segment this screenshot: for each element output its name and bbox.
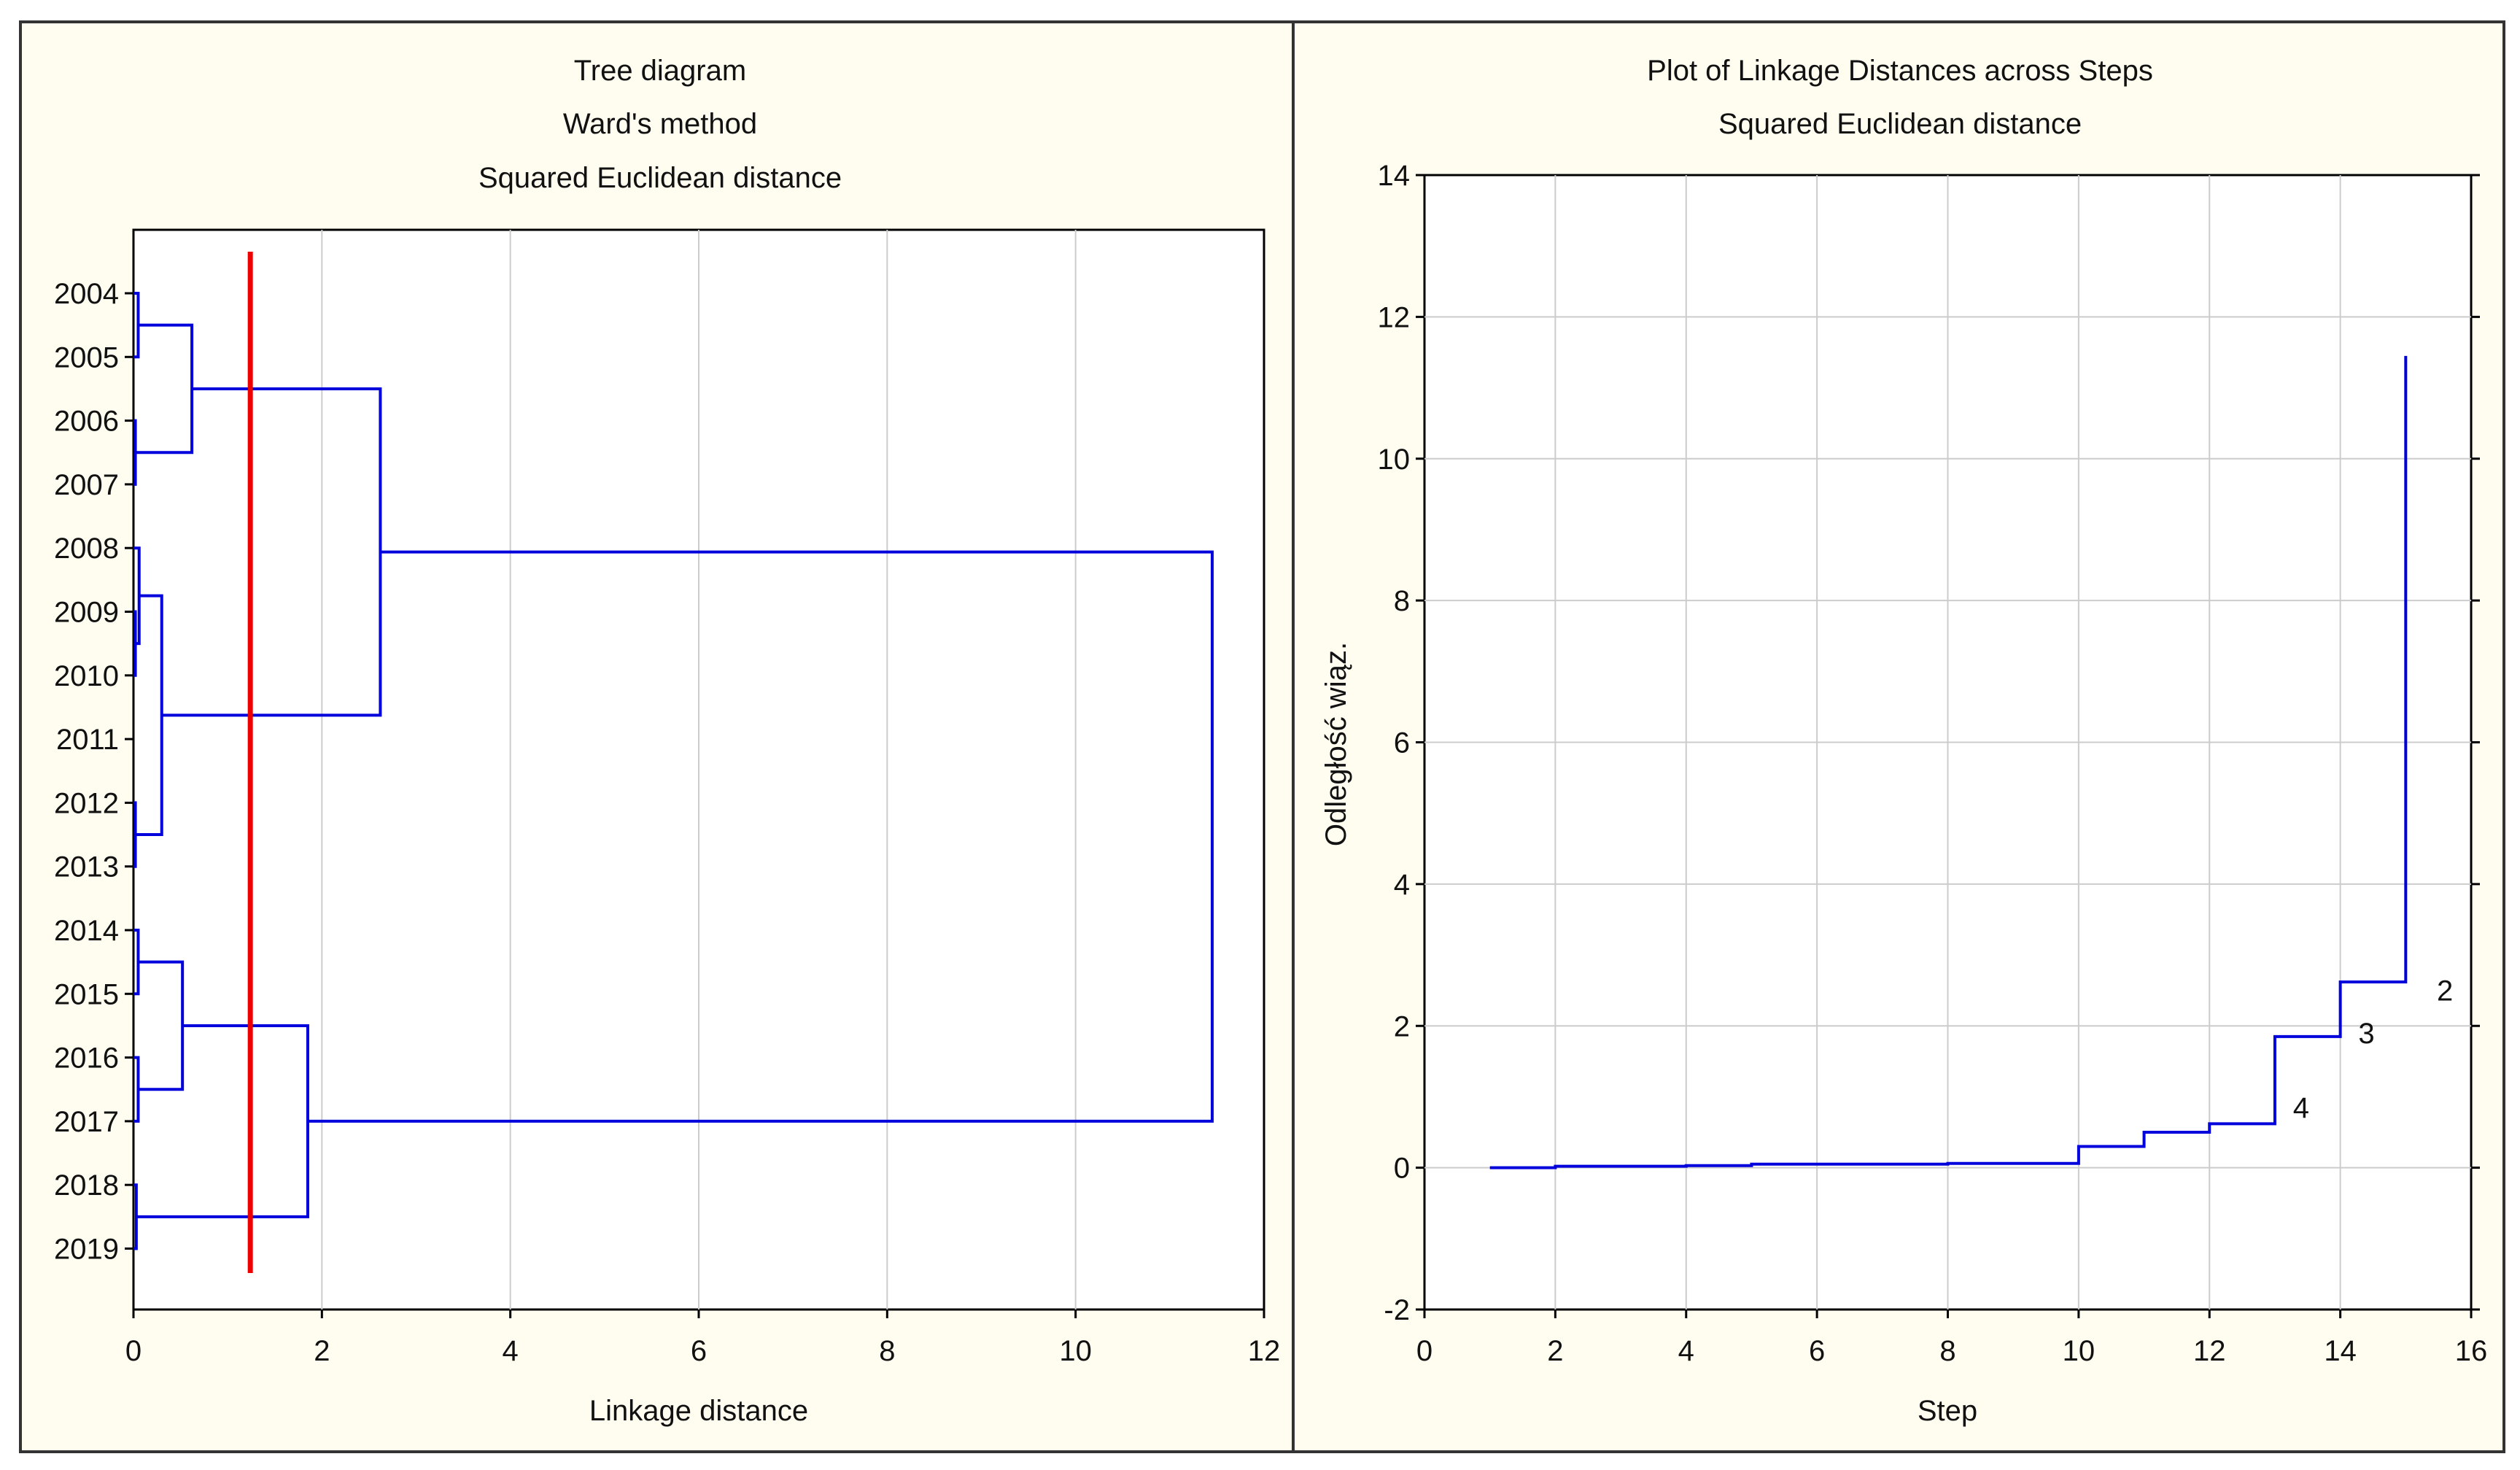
cluster-count-label: 4	[2293, 1092, 2309, 1124]
right-x-axis-label: Step	[1918, 1395, 1977, 1427]
right-chart-title: Plot of Linkage Distances across Steps	[1647, 55, 2153, 87]
left-x-tick-label: 2	[314, 1335, 330, 1367]
right-y-tick-label: 0	[1394, 1153, 1410, 1185]
linkage-step-line	[1489, 355, 2408, 1169]
left-x-tick-label: 10	[1059, 1335, 1092, 1367]
right-x-tick-label: 6	[1809, 1335, 1825, 1367]
leaf-label: 2018	[54, 1169, 119, 1202]
right-y-tick-label: 14	[1378, 160, 1411, 192]
leaf-label: 2015	[54, 978, 119, 1010]
leaf-label: 2013	[54, 851, 119, 883]
left-x-tick-label: 4	[503, 1335, 519, 1367]
right-x-tick-label: 10	[2063, 1335, 2096, 1367]
left-chart-subtitle-method: Ward's method	[563, 108, 757, 140]
leaf-label: 2005	[54, 341, 119, 374]
right-y-tick-labels: -2 0 2 4 6 8 10 12 14	[1378, 160, 2480, 1326]
left-x-axis-label: Linkage distance	[589, 1395, 808, 1427]
right-x-tick-label: 12	[2193, 1335, 2226, 1367]
right-x-tick-label: 2	[1547, 1335, 1563, 1367]
left-chart-subtitle-distance: Squared Euclidean distance	[478, 162, 842, 194]
leaf-label: 2017	[54, 1106, 119, 1138]
right-x-tick-label: 16	[2455, 1335, 2488, 1367]
right-grid	[1424, 175, 2471, 1310]
leaf-label: 2004	[54, 278, 119, 310]
leaf-label: 2019	[54, 1234, 119, 1266]
tree-diagram-panel: Tree diagram Ward's method Squared Eucli…	[19, 20, 1295, 1453]
left-x-tick-label: 0	[125, 1335, 141, 1367]
dendrogram-links	[133, 292, 1214, 1250]
right-y-tick-label: 10	[1378, 444, 1411, 476]
right-y-tick-label: 4	[1394, 869, 1410, 901]
leaf-label: 2007	[54, 469, 119, 501]
leaf-label: 2006	[54, 406, 119, 438]
leaf-label: 2016	[54, 1042, 119, 1075]
right-y-tick-label: 2	[1394, 1010, 1410, 1042]
right-y-axis-label: Odległość wiąz.	[1320, 642, 1352, 846]
right-y-tick-label: 6	[1394, 727, 1410, 759]
left-leaf-labels: 2004 2005 2006 2007 2008 2009 2010 2011 2012 2013…	[54, 278, 133, 1266]
left-chart-title: Tree diagram	[574, 55, 746, 87]
leaf-label: 2012	[54, 787, 119, 819]
leaf-label: 2010	[54, 660, 119, 692]
right-y-tick-label: 8	[1394, 585, 1410, 617]
cluster-count-label: 3	[2358, 1018, 2374, 1050]
left-x-tick-label: 6	[691, 1335, 707, 1367]
leaf-label: 2011	[56, 724, 119, 756]
right-chart-subtitle: Squared Euclidean distance	[1718, 108, 2082, 140]
leaf-label: 2014	[54, 915, 119, 947]
left-grid	[321, 230, 1077, 1310]
dendrogram-link	[307, 550, 1214, 1123]
right-x-tick-label: 8	[1939, 1335, 1955, 1367]
leaf-label: 2009	[54, 597, 119, 629]
leaf-label: 2008	[54, 533, 119, 565]
left-x-tick-label: 8	[879, 1335, 895, 1367]
right-x-tick-label: 0	[1416, 1335, 1432, 1367]
right-x-tick-label: 14	[2324, 1335, 2357, 1367]
right-x-tick-label: 4	[1678, 1335, 1694, 1367]
step-annotations: 4 3 2	[2293, 975, 2454, 1124]
right-y-tick-label: -2	[1384, 1294, 1410, 1326]
left-x-tick-label: 12	[1248, 1335, 1281, 1367]
cluster-count-label: 2	[2437, 975, 2453, 1007]
right-y-tick-label: 12	[1378, 301, 1411, 333]
left-x-tick-labels: 0 2 4 6 8 10 12	[125, 1310, 1280, 1367]
linkage-steps-panel: Plot of Linkage Distances across Steps S…	[1292, 20, 2505, 1453]
right-x-tick-labels: 0 2 4 6 8 10 12 14 16	[1416, 1310, 2487, 1367]
